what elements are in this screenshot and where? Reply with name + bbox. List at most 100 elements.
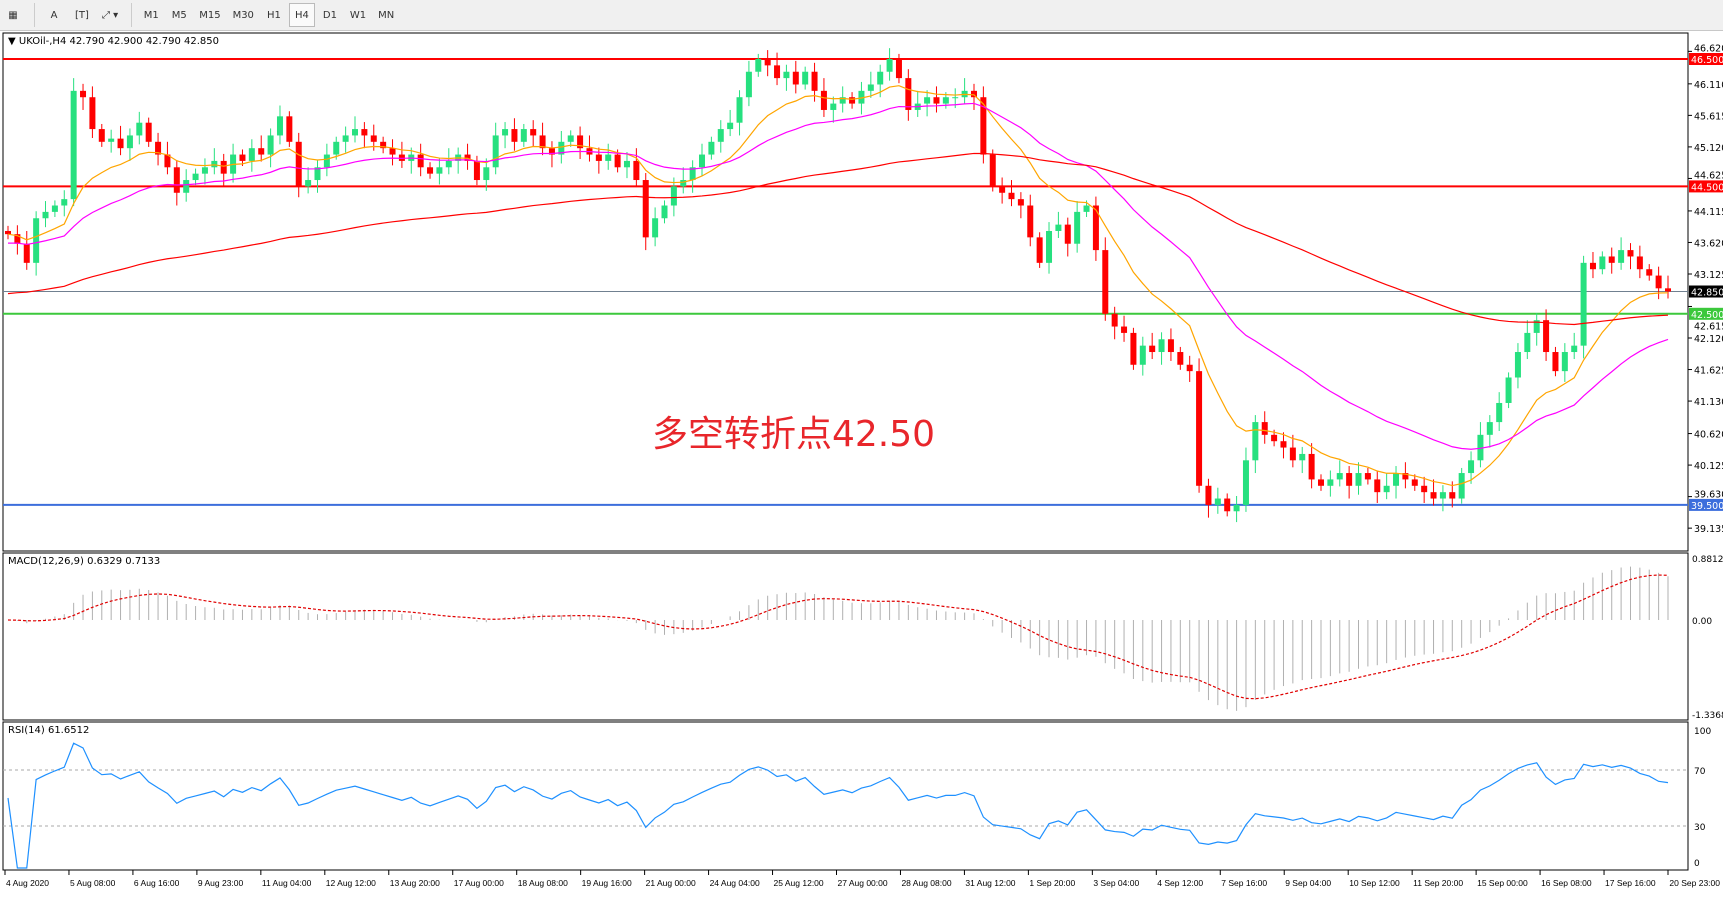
candle: [1336, 460, 1343, 487]
candle-body: [1580, 262, 1587, 346]
candle-body: [89, 97, 96, 130]
candle-body: [764, 59, 771, 66]
timeframe-m5[interactable]: M5: [171, 9, 187, 21]
candle: [286, 111, 293, 147]
price-tick-label: 42.615: [1694, 321, 1723, 332]
text-label-icon[interactable]: [T]: [75, 9, 89, 21]
collapse-icon[interactable]: ▼: [8, 36, 19, 47]
candle-body: [361, 129, 368, 136]
candle-body: [1458, 473, 1465, 499]
candle: [389, 139, 396, 166]
candle-body: [1646, 269, 1653, 276]
price-tick-label: 43.620: [1694, 238, 1723, 249]
candle: [80, 83, 87, 110]
candle-body: [108, 138, 115, 142]
candle-body: [239, 154, 246, 161]
time-label: 1 Sep 20:00: [1029, 878, 1075, 888]
candle: [14, 225, 21, 255]
time-label: 17 Sep 16:00: [1605, 878, 1656, 888]
timeframe-h4[interactable]: H4: [288, 3, 315, 27]
text-A-icon[interactable]: A: [50, 9, 58, 21]
candle-body: [1205, 485, 1212, 505]
candle: [642, 173, 649, 251]
candle-body: [830, 103, 837, 110]
candle-body: [1224, 498, 1231, 512]
candle-body: [483, 167, 490, 181]
rsi-label: RSI(14) 61.6512: [8, 725, 90, 736]
candle: [483, 158, 490, 191]
candle: [1233, 495, 1240, 523]
price-tick-label: 44.625: [1694, 170, 1723, 181]
time-label: 4 Aug 2020: [6, 878, 49, 888]
candle: [1064, 217, 1071, 257]
price-tick-label: 39.135: [1694, 524, 1723, 535]
candle: [1636, 245, 1643, 279]
candle: [1224, 493, 1231, 517]
candle-body: [867, 84, 874, 91]
candle-body: [1543, 320, 1550, 353]
candle: [1327, 470, 1334, 497]
candle-body: [849, 97, 856, 104]
candle: [933, 86, 940, 113]
candle-body: [577, 135, 584, 149]
candle-body: [164, 154, 171, 168]
candle: [539, 122, 546, 156]
timeframe-mn[interactable]: MN: [378, 9, 395, 21]
candle-body: [895, 59, 902, 79]
candle: [1627, 243, 1634, 270]
candle: [230, 143, 237, 183]
candle-body: [708, 141, 715, 155]
candle: [1533, 313, 1540, 346]
candle-body: [886, 59, 893, 72]
candle-body: [1092, 205, 1099, 251]
candle: [1186, 355, 1193, 382]
candle-body: [80, 90, 87, 98]
rsi-line: [7, 742, 1669, 869]
candle: [633, 148, 640, 188]
candle: [5, 225, 11, 240]
candle-body: [623, 160, 630, 168]
candle: [1665, 275, 1671, 299]
candle-body: [1393, 473, 1400, 486]
timeframe-m1[interactable]: M1: [143, 9, 159, 21]
candle-body: [267, 135, 274, 155]
candle-body: [502, 129, 509, 136]
candle-body: [633, 160, 640, 181]
candle-body: [999, 186, 1006, 193]
candle: [436, 158, 443, 185]
candle: [867, 71, 874, 98]
macd-label: MACD(12,26,9) 0.6329 0.7133: [8, 556, 161, 567]
time-label: 31 Aug 12:00: [965, 878, 1015, 888]
time-label: 24 Aug 04:00: [710, 878, 760, 888]
level-badge: [1689, 285, 1723, 298]
macd-tick-label: 0.00: [1692, 617, 1712, 627]
candle: [1430, 479, 1437, 506]
candle: [314, 160, 321, 193]
candle-body: [783, 71, 790, 79]
timeframe-h1[interactable]: H1: [266, 9, 281, 21]
timeframe-m15[interactable]: M15: [199, 9, 221, 21]
candle: [839, 86, 846, 113]
timeframe-d1[interactable]: D1: [322, 9, 337, 21]
candle: [961, 78, 968, 105]
arrows-icon[interactable]: ⤢ ▾: [102, 9, 119, 21]
candle: [352, 116, 359, 143]
crosshair-icon[interactable]: ▦: [8, 9, 18, 21]
time-label: 19 Aug 16:00: [582, 878, 632, 888]
candle-body: [1214, 498, 1221, 505]
candle-body: [1252, 422, 1259, 461]
candle-body: [314, 167, 321, 181]
candle-body: [1130, 332, 1137, 365]
timeframe-w1[interactable]: W1: [349, 9, 367, 21]
candle: [511, 118, 518, 151]
candle: [924, 90, 931, 117]
candle: [361, 122, 368, 149]
candle-body: [248, 148, 255, 161]
candle: [1439, 485, 1446, 512]
level-badge: [1689, 180, 1723, 193]
candle-body: [530, 129, 537, 136]
candle-body: [1486, 422, 1493, 435]
toolbar-divider: [34, 3, 35, 27]
timeframe-m30[interactable]: M30: [232, 9, 254, 21]
